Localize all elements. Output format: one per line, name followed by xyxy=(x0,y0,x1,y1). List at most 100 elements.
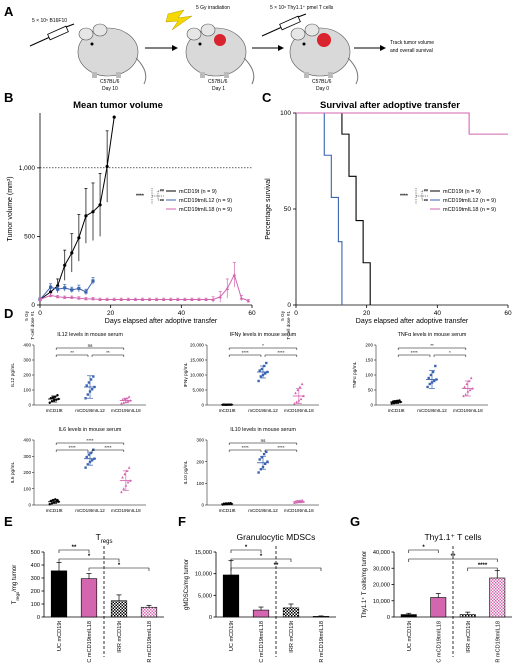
data-point xyxy=(225,286,230,290)
y-tick-label: 200 xyxy=(23,373,31,378)
sig-bracket xyxy=(88,567,150,571)
x-tick-label: mCD19t xyxy=(46,508,64,513)
sig-bracket xyxy=(55,347,125,350)
y-axis-label: gMDSCs/mg tumor xyxy=(184,559,190,610)
y-tick-label: 30,000 xyxy=(373,566,390,572)
chart-title-c: Survival after adoptive transfer xyxy=(320,100,460,111)
bar xyxy=(222,574,240,618)
data-point xyxy=(85,455,88,459)
data-point xyxy=(123,397,127,401)
mouse-day-3: Day 0 xyxy=(316,86,329,92)
bar xyxy=(430,597,447,618)
data-point xyxy=(121,475,124,479)
y-tick-label: 100 xyxy=(365,373,373,378)
dose-label: T-cell dose #1 xyxy=(286,311,291,340)
panel-c: C Survival after adoptive transfer 0 50 10… xyxy=(262,90,512,340)
y-tick-label: 15,000 xyxy=(190,358,204,363)
data-point xyxy=(260,456,264,459)
data-point xyxy=(84,214,88,218)
x-tick-label: IRR mCD19t xyxy=(466,621,472,653)
data-point xyxy=(190,297,194,301)
chart-title: TNFα levels in mouse serum xyxy=(398,332,467,338)
data-point xyxy=(48,401,51,404)
sig-bracket xyxy=(91,354,125,357)
y-tick-label: 100 xyxy=(196,481,204,486)
arrowhead-icon xyxy=(380,45,386,51)
y-tick-label: 200 xyxy=(196,459,204,464)
data-point xyxy=(120,402,123,405)
panel-f: F Granulocytic MDSCs 0 5,000 10,000 15,000 gM… xyxy=(178,514,336,663)
data-point xyxy=(295,400,298,404)
data-point xyxy=(258,458,261,461)
sig-bracket xyxy=(228,347,298,350)
sig-bracket xyxy=(408,549,439,553)
x-tick-label: mCD19tmIL12 xyxy=(75,408,105,413)
data-point xyxy=(296,388,300,392)
sig-label: * xyxy=(260,554,263,560)
data-point xyxy=(55,294,60,299)
data-point xyxy=(197,297,201,301)
chart-f: Granulocytic MDSCs 0 5,000 10,000 15,000 gMDS… xyxy=(184,532,336,663)
sig-label: ** xyxy=(451,554,456,560)
panel-a: A 5 × 10⁵ B16F10 C57BL/6 Day 10 5 Gy irr… xyxy=(4,4,434,92)
data-point xyxy=(239,296,244,300)
x-tick-label: mCD19tmIL18 xyxy=(284,408,314,413)
data-point xyxy=(434,364,437,368)
panel-g: G Thy1.1⁺ T cells 0 10,000 20,000 30,000 40,0… xyxy=(350,514,512,663)
y-axis-label: Thy1.1⁺ T cells/mg tumor xyxy=(361,551,368,618)
x-tick-label: mCD19tmIL18 xyxy=(111,408,141,413)
y-tick-label: 5,000 xyxy=(193,388,205,393)
y-axis-label: TNFα pg/mL xyxy=(352,361,358,388)
sig-bracket xyxy=(230,558,292,562)
sig-label: ** xyxy=(430,343,434,348)
sig-bracket xyxy=(91,449,125,452)
data-point xyxy=(246,298,251,303)
mouse-strain-1: C57BL/6 xyxy=(100,79,120,85)
arrowhead-icon xyxy=(278,45,284,51)
data-point xyxy=(122,487,125,490)
data-point xyxy=(123,472,127,476)
y-tick-label: 0 xyxy=(370,403,373,408)
title-subscript: regs xyxy=(101,539,113,545)
data-point xyxy=(91,210,95,214)
data-point xyxy=(260,367,264,371)
legend-label: mCD19tmIL18 (n = 9) xyxy=(179,207,232,213)
data-point xyxy=(257,471,260,474)
x-tick-label: 20 xyxy=(107,310,115,317)
sig-bracket xyxy=(55,449,89,452)
x-tick-label: UC mCD19tmIL18 xyxy=(259,621,265,663)
data-point xyxy=(426,385,429,389)
sig-label: * xyxy=(449,350,451,355)
x-tick-label: IRR mCD19tmIL18 xyxy=(319,621,325,663)
chart-e: Tregs 0 100 200 300 400 500 Tregs/mg tumor UC mC… xyxy=(12,532,164,663)
bar xyxy=(110,600,128,618)
panel-label-a: A xyxy=(4,4,14,19)
data-point xyxy=(98,297,102,301)
panel-label-f: F xyxy=(178,514,186,529)
bar xyxy=(489,577,506,618)
y-tick-label: 0 xyxy=(31,302,35,309)
data-point xyxy=(127,466,131,469)
sig-label: ** xyxy=(70,350,74,355)
mouse-day-2: Day 1 xyxy=(212,86,225,92)
mouse-day-1: Day 10 xyxy=(102,86,118,92)
sig-bracket xyxy=(55,442,125,445)
data-point xyxy=(98,203,102,207)
x-tick-label: mCD19tmIL18 xyxy=(453,408,483,413)
panel-label-d: D xyxy=(4,306,13,321)
sig-label: **** xyxy=(136,194,144,200)
bar xyxy=(80,578,98,618)
sig-label: * xyxy=(262,343,264,348)
dose-label: 5 Gy xyxy=(280,310,285,320)
ylabel-subscript: regs xyxy=(15,591,20,601)
sig-label: ns xyxy=(261,438,267,443)
survival-curve xyxy=(296,112,371,305)
data-point xyxy=(464,393,467,396)
data-point xyxy=(265,361,268,365)
panel-label-c: C xyxy=(262,90,272,105)
bar xyxy=(400,614,417,618)
x-tick-label: UC mCD19tmIL18 xyxy=(436,621,442,663)
sig-bracket xyxy=(408,558,498,562)
y-axis-label: IFNγ pg/mL xyxy=(183,362,189,387)
x-tick-label: UC mCD19tmIL18 xyxy=(87,621,93,663)
